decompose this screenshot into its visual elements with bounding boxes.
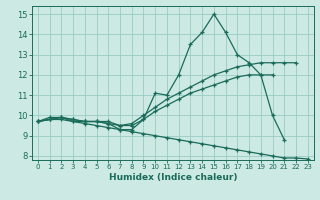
X-axis label: Humidex (Indice chaleur): Humidex (Indice chaleur) — [108, 173, 237, 182]
